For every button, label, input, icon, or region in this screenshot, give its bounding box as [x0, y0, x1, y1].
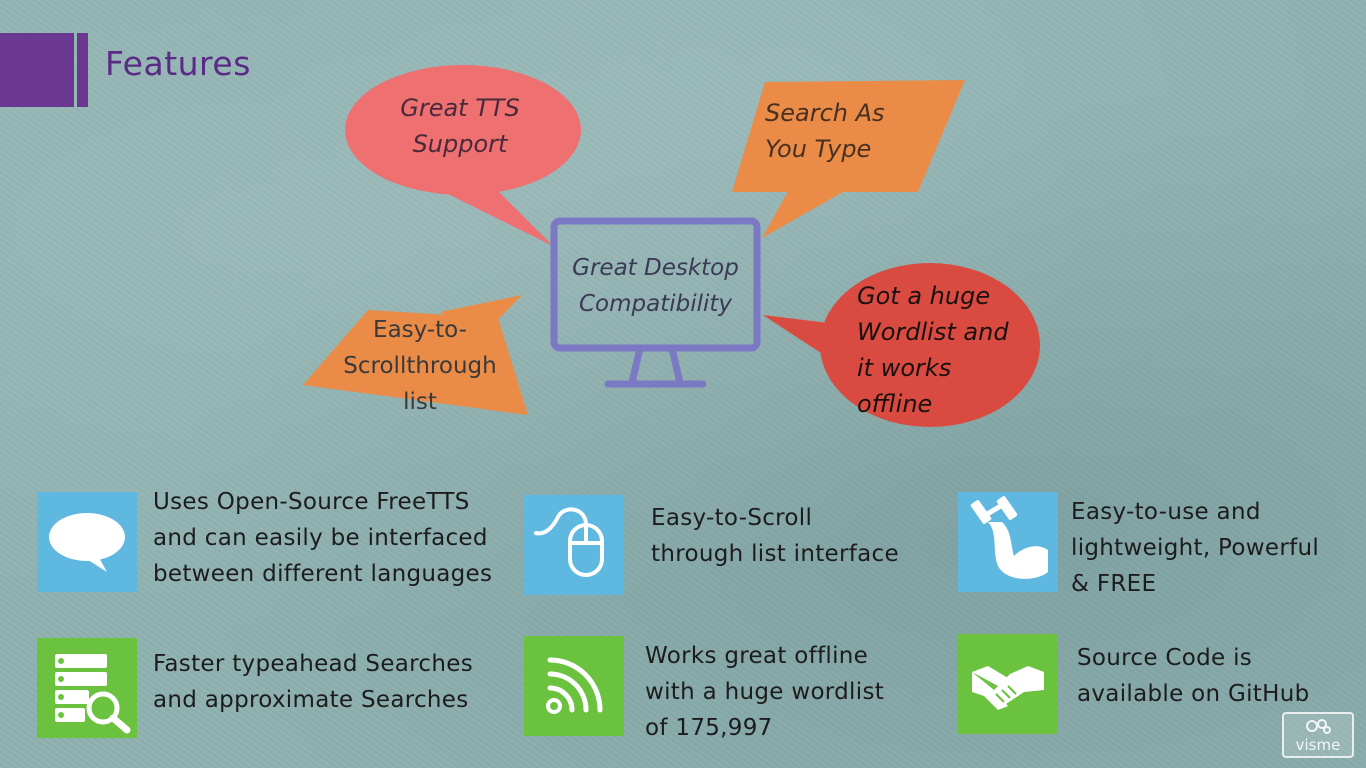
- feature-text-offline: Works great offline with a huge wordlist…: [645, 643, 885, 741]
- wordlist-line: offline: [857, 390, 933, 418]
- title-accent-stripe: [77, 33, 88, 107]
- scroll-line: list: [403, 389, 437, 415]
- search-line: You Type: [765, 135, 872, 163]
- feature-text-tts: Uses Open-Source FreeTTS and can easily …: [153, 489, 493, 587]
- bubble-search-label: Search As You Type: [765, 95, 925, 167]
- visme-logo-icon: [1306, 719, 1331, 734]
- speech-bubble-icon: [37, 492, 137, 592]
- watermark-text: visme: [1295, 736, 1341, 754]
- wordlist-line: it works: [857, 354, 952, 382]
- scroll-line: Easy-to-: [373, 317, 467, 343]
- bubble-scroll-label: Easy-to- Scrollthrough list: [335, 312, 505, 420]
- bubble-wordlist-label: Got a huge Wordlist and it works offline: [857, 278, 1047, 422]
- tts-line: Support: [412, 130, 508, 158]
- wordlist-line: Got a huge: [857, 282, 991, 310]
- bubble-tts-label: Great TTS Support: [370, 90, 550, 162]
- page-title: Features: [105, 44, 251, 83]
- bubble-wordlist: [763, 263, 1040, 427]
- title-accent-block: [0, 33, 74, 107]
- bubble-search: [732, 80, 965, 238]
- tts-line: Great TTS: [400, 94, 520, 122]
- feature-text-github: Source Code is available on GitHub: [1077, 645, 1310, 707]
- handshake-icon: [958, 634, 1058, 734]
- center-line: Great Desktop: [572, 255, 739, 281]
- monitor-icon: [550, 217, 761, 388]
- feature-text-lightweight: Easy-to-use and lightweight, Powerful & …: [1071, 499, 1320, 597]
- feature-text-scroll: Easy-to-Scroll through list interface: [651, 505, 899, 567]
- wordlist-line: Wordlist and: [857, 318, 1009, 346]
- center-line: Compatibility: [578, 291, 733, 317]
- scroll-line: Scrollthrough: [343, 353, 497, 379]
- center-label: Great Desktop Compatibility: [563, 250, 748, 322]
- bubble-scroll: [303, 295, 528, 415]
- strong-arm-icon: [958, 492, 1058, 592]
- bubble-tts: [345, 65, 581, 246]
- mouse-icon: [524, 495, 624, 595]
- search-line: Search As: [765, 99, 885, 127]
- server-search-icon: [37, 638, 137, 738]
- visme-watermark: visme: [1282, 712, 1354, 758]
- wifi-signal-icon: [524, 636, 624, 736]
- feature-text-search: Faster typeahead Searches and approximat…: [153, 651, 473, 713]
